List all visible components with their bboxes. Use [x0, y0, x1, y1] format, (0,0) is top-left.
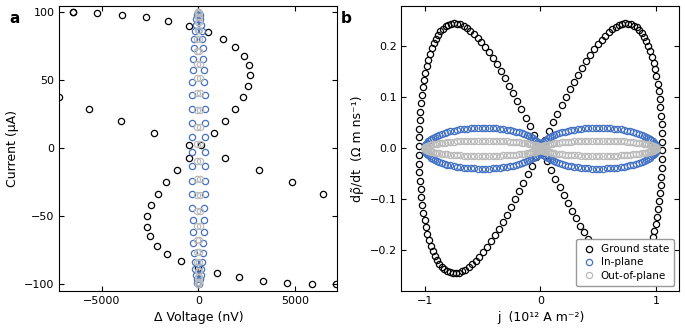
Y-axis label: dρ̃/dt  (Ω m ns⁻¹): dρ̃/dt (Ω m ns⁻¹) — [351, 95, 364, 202]
Out-of-plane — [561, 152, 569, 156]
In-plane — [536, 146, 545, 150]
Out-of-plane — [544, 150, 552, 154]
Out-of-plane — [423, 148, 431, 152]
In-plane — [423, 152, 431, 156]
Out-of-plane — [529, 143, 537, 147]
Ground state — [536, 146, 545, 150]
In-plane — [435, 133, 443, 137]
Out-of-plane — [536, 146, 545, 150]
Ground state — [549, 120, 558, 124]
Out-of-plane — [521, 141, 529, 145]
X-axis label: j  (10¹² A m⁻²): j (10¹² A m⁻²) — [497, 312, 584, 324]
Ground state — [618, 22, 626, 26]
Out-of-plane — [477, 139, 486, 143]
Y-axis label: Current (μA): Current (μA) — [5, 110, 18, 187]
X-axis label: Δ Voltage (nV): Δ Voltage (nV) — [153, 312, 243, 324]
Text: b: b — [340, 11, 351, 26]
In-plane — [521, 132, 529, 136]
Line: Ground state: Ground state — [416, 20, 665, 276]
In-plane — [477, 167, 486, 171]
In-plane — [529, 136, 537, 140]
Text: a: a — [10, 11, 20, 26]
Line: Out-of-plane: Out-of-plane — [421, 138, 660, 159]
Out-of-plane — [477, 154, 486, 158]
Out-of-plane — [435, 141, 443, 145]
Ground state — [616, 270, 625, 274]
Out-of-plane — [536, 146, 545, 150]
Ground state — [623, 271, 631, 275]
Ground state — [653, 82, 662, 85]
In-plane — [544, 156, 552, 160]
Ground state — [464, 265, 473, 269]
Ground state — [536, 146, 545, 150]
In-plane — [477, 126, 486, 130]
Legend: Ground state, In-plane, Out-of-plane: Ground state, In-plane, Out-of-plane — [576, 239, 674, 286]
Line: In-plane: In-plane — [421, 125, 660, 172]
Ground state — [450, 21, 458, 25]
In-plane — [561, 163, 569, 167]
Ground state — [519, 181, 527, 185]
In-plane — [536, 146, 545, 150]
